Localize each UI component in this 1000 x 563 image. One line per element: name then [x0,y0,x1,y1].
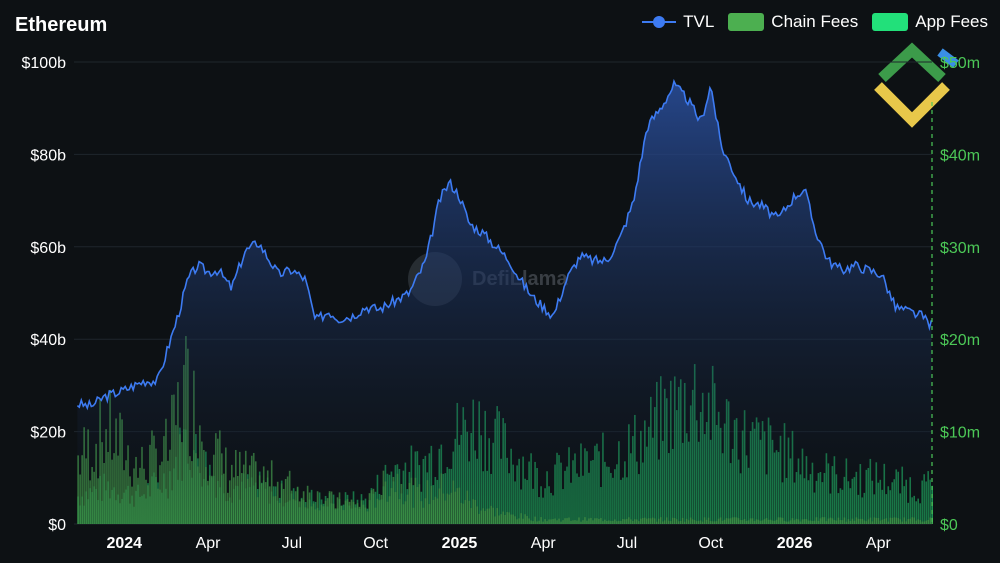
y-tick-right: $50m [940,55,980,72]
x-tick: Apr [196,535,222,552]
legend-item-app-fees[interactable]: App Fees [872,12,988,32]
legend-tvl-label: TVL [683,12,715,31]
x-tick: Jul [617,535,637,552]
tvl-area [77,81,932,525]
y-tick-left: $80b [30,147,66,164]
y-tick-right: $0 [940,517,958,534]
legend-chain-fees-label: Chain Fees [771,12,859,31]
x-tick: Oct [698,535,723,552]
x-tick: Oct [363,535,388,552]
x-tick: Apr [531,535,557,552]
x-tick: Apr [866,535,892,552]
y-tick-right: $10m [940,425,980,442]
y-tick-left: $100b [22,55,67,72]
y-tick-left: $40b [30,332,66,349]
legend-app-fees-label: App Fees [915,12,988,31]
y-tick-left: $0 [48,517,66,534]
x-tick: 2026 [777,535,813,552]
tvl-line [76,78,933,411]
y-tick-right: $30m [940,240,980,257]
x-tick: Jul [282,535,302,552]
y-tick-right: $40m [940,147,980,164]
x-tick: 2025 [442,535,478,552]
legend-item-chain-fees[interactable]: Chain Fees [728,12,858,32]
y-tick-left: $20b [30,425,66,442]
chart-legend: TVL Chain Fees App Fees [642,12,988,32]
legend-item-tvl[interactable]: TVL [642,12,714,32]
axes: $100b $80b $60b $40b $20b $0 $50m $40m $30m $20m $… [22,55,981,552]
legend-app-fees-swatch [872,13,909,31]
brand-logo-icon [874,42,959,128]
y-tick-right: $20m [940,332,980,349]
chart-title: Ethereum [15,14,108,36]
y-tick-left: $60b [30,240,66,257]
x-tick: 2024 [106,535,142,552]
tvl-series [76,78,933,525]
legend-chain-fees-swatch [728,13,765,31]
legend-tvl-marker [642,16,677,28]
